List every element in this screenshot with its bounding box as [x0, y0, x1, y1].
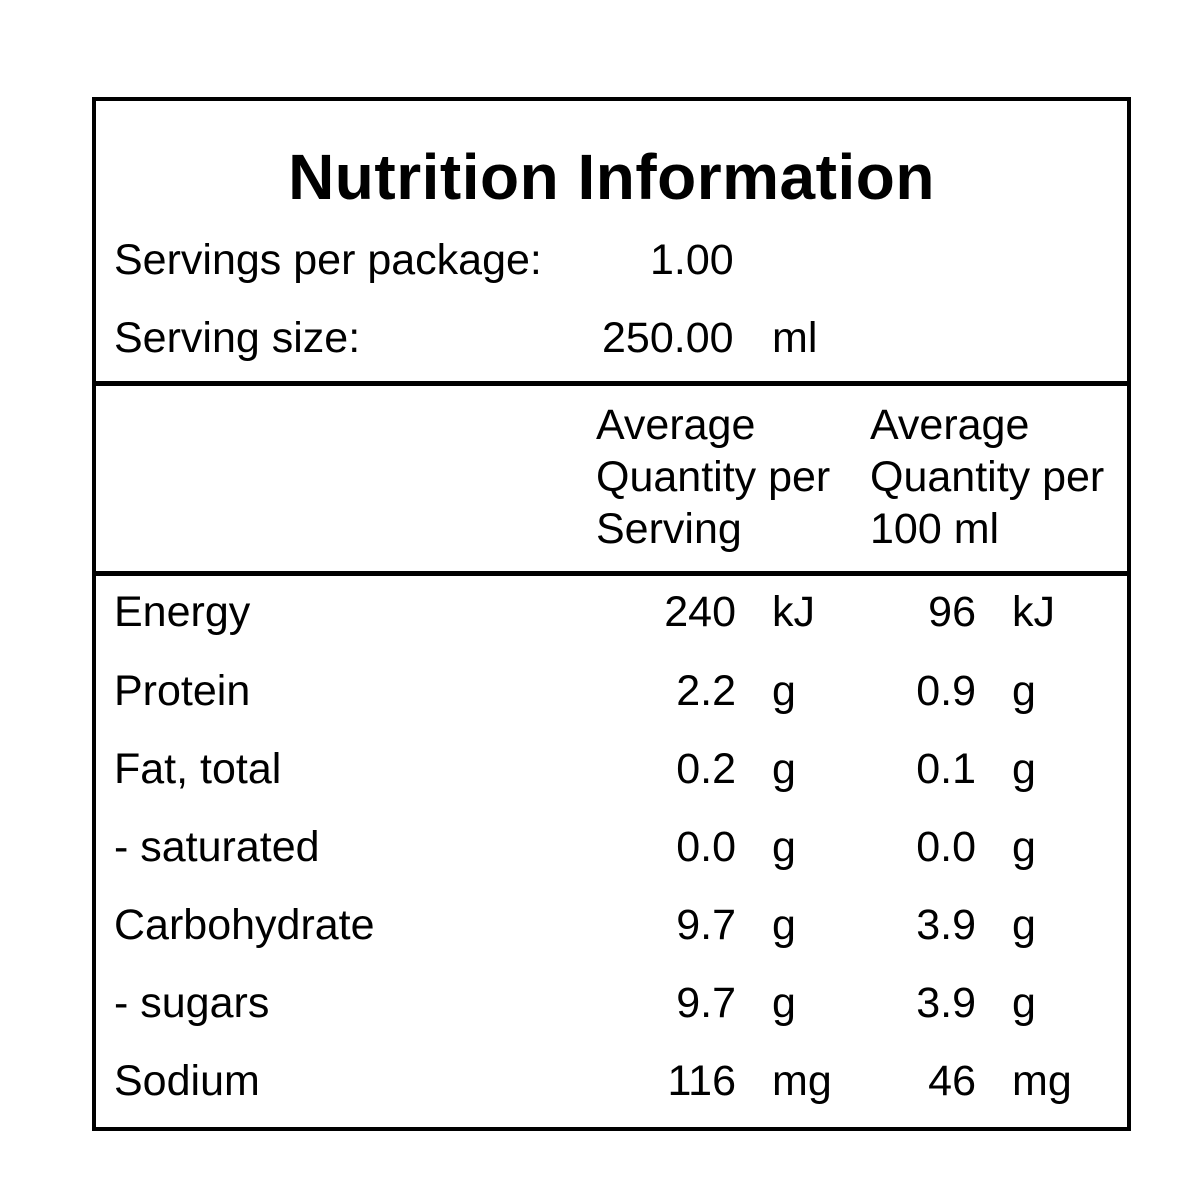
per100-unit: g: [1012, 823, 1036, 871]
serving-unit: g: [772, 979, 796, 1027]
column-header-per-100-line-2: Quantity per: [870, 453, 1105, 501]
per100-unit: g: [1012, 667, 1036, 715]
nutrient-name: Carbohydrate: [114, 901, 375, 949]
serving-value: 9.7: [676, 901, 736, 949]
serving-value: 0.0: [676, 823, 736, 871]
serving-value: 240: [664, 588, 736, 636]
column-header-per-serving-line-1: Average: [596, 401, 756, 449]
serving-size-unit: ml: [772, 314, 818, 362]
serving-value: 2.2: [676, 667, 736, 715]
nutrient-name: Energy: [114, 588, 251, 636]
per100-value: 0.9: [916, 667, 976, 715]
column-header-per-serving: Average Quantity per Serving: [596, 399, 830, 555]
nutrient-name: Protein: [114, 667, 251, 715]
panel-title: Nutrition Information: [288, 141, 935, 213]
serving-unit: g: [772, 667, 796, 715]
divider-top: [96, 381, 1127, 386]
per100-value: 46: [928, 1057, 976, 1105]
serving-unit: g: [772, 745, 796, 793]
serving-unit: g: [772, 901, 796, 949]
servings-per-package-label: Servings per package:: [114, 236, 542, 284]
nutrient-name: Sodium: [114, 1057, 260, 1105]
per100-unit: g: [1012, 745, 1036, 793]
serving-unit: mg: [772, 1057, 832, 1105]
per100-value: 3.9: [916, 901, 976, 949]
serving-value: 0.2: [676, 745, 736, 793]
serving-unit: g: [772, 823, 796, 871]
column-header-per-serving-line-2: Quantity per: [596, 453, 831, 501]
serving-value: 116: [667, 1057, 736, 1105]
serving-unit: kJ: [772, 588, 815, 636]
column-header-per-serving-line-3: Serving: [596, 505, 742, 553]
nutrient-name: - sugars: [114, 979, 270, 1027]
divider-header: [96, 571, 1127, 576]
serving-size-label: Serving size:: [114, 314, 361, 362]
nutrient-name: - saturated: [114, 823, 320, 871]
per100-unit: g: [1012, 979, 1036, 1027]
per100-unit: mg: [1012, 1057, 1072, 1105]
nutrient-name: Fat, total: [114, 745, 282, 793]
nutrition-panel: Nutrition Information Servings per packa…: [92, 97, 1131, 1131]
serving-size-value: 250.00: [602, 314, 734, 362]
per100-unit: g: [1012, 901, 1036, 949]
per100-value: 96: [928, 588, 976, 636]
per100-unit: kJ: [1012, 588, 1055, 636]
per100-value: 3.9: [916, 979, 976, 1027]
column-header-per-100-line-3: 100 ml: [870, 505, 1000, 553]
per100-value: 0.0: [916, 823, 976, 871]
per100-value: 0.1: [916, 745, 976, 793]
serving-value: 9.7: [676, 979, 736, 1027]
servings-per-package-value: 1.00: [650, 236, 734, 284]
column-header-per-100-line-1: Average: [870, 401, 1030, 449]
column-header-per-100: Average Quantity per 100 ml: [870, 399, 1104, 555]
